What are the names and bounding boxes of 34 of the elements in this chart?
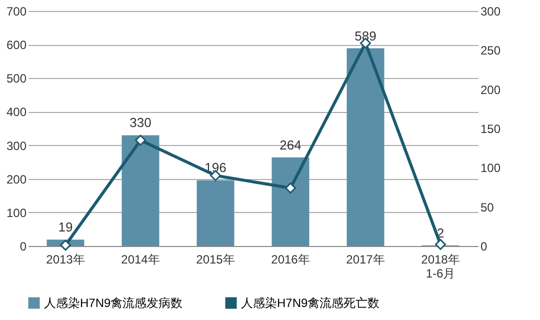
data-label: 264 [280,137,302,152]
y2-tick-label: 50 [480,200,494,214]
legend-label: 人感染H7N9禽流感死亡数 [241,296,380,310]
y2-tick-label: 300 [480,4,501,18]
bar [196,180,234,246]
x-tick-label: 2017年 [346,252,385,266]
y2-tick-label: 250 [480,44,501,58]
bar [122,135,160,246]
point [435,238,446,250]
x-tick-label: 2014年 [121,252,160,266]
y-tick-label: 100 [6,206,27,220]
y-tick-label: 300 [6,138,27,153]
y-tick-label: 500 [6,72,27,86]
y2-tick-label: 0 [480,240,488,254]
y2-tick-label: 150 [480,122,501,136]
x-tick-label: 2016年 [271,252,310,266]
data-label: 330 [130,115,152,130]
bar [346,48,384,246]
x-tick-label: 2013年 [46,252,85,266]
y-tick-label: 400 [6,105,27,120]
y2-tick-label: 200 [480,82,501,97]
x-tick-label: 2018年 1-6月 [421,252,460,280]
data-label: 19 [58,220,73,235]
y-tick-label: 700 [6,4,27,18]
y-tick-label: 200 [6,172,27,186]
point [135,134,146,146]
bar [272,157,310,246]
point [285,182,296,194]
x-tick-label: 2015年 [196,252,235,266]
y-tick-label: 600 [6,38,27,52]
y2-tick-label: 100 [480,161,501,176]
y-tick-label: 0 [20,240,27,254]
point [60,240,71,251]
legend-label: 人感染H7N9禽流感发病数 [44,296,183,310]
